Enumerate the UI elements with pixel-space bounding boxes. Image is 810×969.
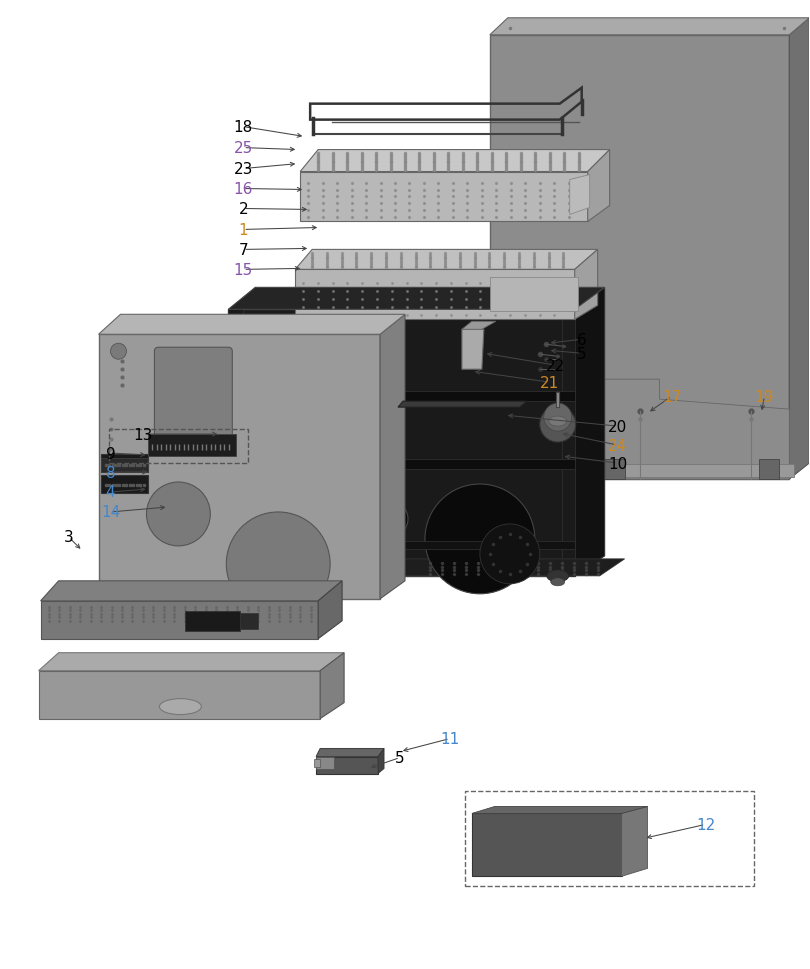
- Bar: [228, 391, 575, 402]
- Polygon shape: [228, 310, 575, 577]
- Bar: [228, 459, 575, 470]
- Text: 25: 25: [233, 141, 253, 156]
- Polygon shape: [575, 250, 598, 320]
- Circle shape: [110, 344, 126, 359]
- Circle shape: [539, 407, 576, 443]
- Polygon shape: [490, 36, 789, 480]
- Bar: [228, 310, 243, 577]
- Polygon shape: [490, 380, 789, 480]
- Text: 21: 21: [540, 375, 560, 391]
- Text: 5: 5: [395, 750, 405, 766]
- Bar: [100, 476, 148, 493]
- Polygon shape: [490, 278, 578, 312]
- Polygon shape: [40, 601, 318, 640]
- Ellipse shape: [247, 571, 269, 582]
- Polygon shape: [39, 671, 320, 719]
- Text: 3: 3: [64, 530, 74, 545]
- Circle shape: [226, 513, 330, 616]
- Ellipse shape: [547, 571, 569, 582]
- Text: 19: 19: [755, 390, 774, 404]
- Bar: [260, 323, 318, 405]
- Text: 5: 5: [577, 346, 586, 361]
- Text: 8: 8: [105, 465, 115, 480]
- Polygon shape: [295, 250, 598, 270]
- Text: 18: 18: [233, 120, 253, 135]
- Polygon shape: [789, 18, 809, 480]
- Polygon shape: [575, 288, 604, 577]
- Text: 24: 24: [608, 438, 627, 453]
- Text: 12: 12: [696, 817, 715, 832]
- Polygon shape: [39, 653, 344, 671]
- Circle shape: [372, 501, 408, 538]
- Polygon shape: [490, 50, 560, 480]
- Polygon shape: [569, 175, 590, 215]
- Circle shape: [280, 440, 380, 540]
- Polygon shape: [398, 402, 526, 408]
- Polygon shape: [490, 18, 809, 36]
- Bar: [100, 458, 148, 473]
- Polygon shape: [40, 581, 342, 601]
- Text: 10: 10: [608, 456, 627, 471]
- Bar: [148, 435, 237, 456]
- Circle shape: [480, 524, 539, 584]
- FancyBboxPatch shape: [155, 348, 232, 444]
- Polygon shape: [588, 150, 610, 222]
- Polygon shape: [560, 50, 789, 480]
- Polygon shape: [380, 315, 405, 599]
- Text: 13: 13: [134, 427, 153, 442]
- Polygon shape: [472, 806, 647, 814]
- Bar: [109, 429, 249, 463]
- Text: 14: 14: [101, 505, 120, 520]
- Polygon shape: [599, 459, 625, 480]
- Text: 11: 11: [441, 732, 459, 746]
- Polygon shape: [530, 464, 795, 478]
- Text: 23: 23: [233, 162, 253, 177]
- Text: 17: 17: [662, 390, 681, 404]
- Polygon shape: [255, 559, 625, 577]
- Polygon shape: [295, 270, 575, 320]
- Polygon shape: [318, 581, 342, 640]
- Ellipse shape: [551, 578, 565, 586]
- Polygon shape: [472, 814, 621, 876]
- Polygon shape: [320, 653, 344, 719]
- Bar: [228, 542, 575, 549]
- Bar: [241, 613, 258, 629]
- Bar: [465, 792, 754, 887]
- Text: 22: 22: [546, 359, 565, 373]
- Polygon shape: [316, 749, 384, 757]
- Polygon shape: [99, 315, 405, 335]
- Text: 15: 15: [233, 263, 253, 277]
- Polygon shape: [316, 757, 378, 773]
- Text: 1: 1: [238, 223, 248, 237]
- Polygon shape: [99, 335, 380, 599]
- Bar: [185, 611, 241, 631]
- FancyBboxPatch shape: [284, 373, 326, 437]
- Polygon shape: [621, 806, 647, 876]
- Bar: [561, 310, 575, 577]
- Circle shape: [544, 404, 572, 431]
- Polygon shape: [760, 459, 779, 480]
- Polygon shape: [228, 288, 604, 310]
- Polygon shape: [301, 172, 588, 222]
- Circle shape: [147, 483, 211, 547]
- Polygon shape: [301, 150, 610, 172]
- Bar: [314, 759, 320, 766]
- Bar: [100, 454, 148, 473]
- Ellipse shape: [251, 578, 265, 586]
- Text: 20: 20: [608, 420, 627, 434]
- Ellipse shape: [160, 699, 202, 715]
- Polygon shape: [462, 329, 484, 370]
- Ellipse shape: [548, 417, 567, 426]
- Circle shape: [425, 484, 535, 594]
- Text: 7: 7: [238, 242, 248, 258]
- Polygon shape: [462, 322, 496, 329]
- Bar: [316, 757, 334, 768]
- Text: 16: 16: [233, 182, 253, 197]
- Text: 2: 2: [238, 202, 248, 217]
- Text: 6: 6: [577, 332, 586, 348]
- Text: 9: 9: [105, 446, 115, 461]
- Polygon shape: [378, 749, 384, 773]
- Text: 4: 4: [105, 485, 115, 500]
